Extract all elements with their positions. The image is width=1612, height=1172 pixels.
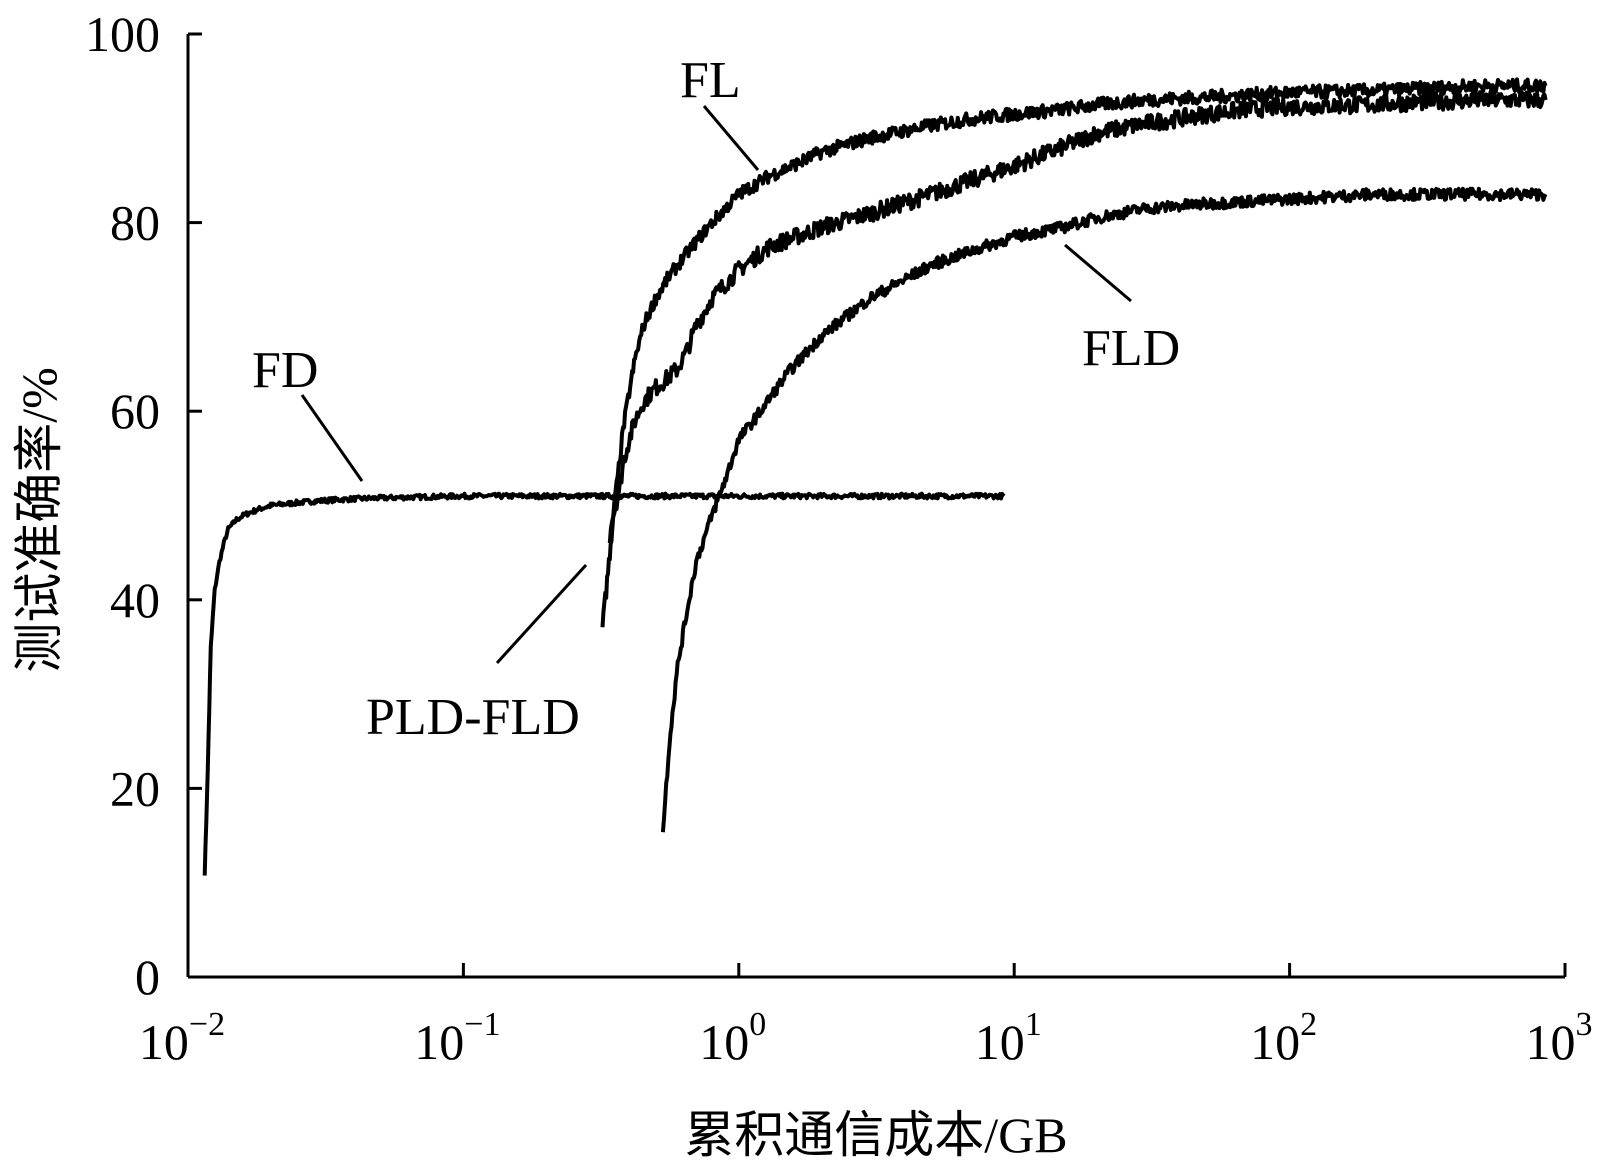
series-label-fd: FD	[252, 342, 318, 399]
leader-line-pld-fld	[495, 563, 588, 665]
series-line-pld-fld	[600, 89, 1548, 628]
leader-line-fd	[300, 394, 364, 482]
y-tick-label: 80	[110, 195, 160, 251]
y-axis-title: 测试准确率/%	[11, 367, 67, 673]
series-line-fld	[660, 186, 1548, 833]
series-label-pld-fld: PLD-FLD	[366, 689, 580, 746]
x-axis-title: 累积通信成本/GB	[684, 1107, 1067, 1163]
y-tick-label: 100	[85, 6, 160, 62]
series-line-fl	[607, 77, 1548, 544]
leader-line-fld	[1064, 243, 1132, 303]
label-leaders	[300, 105, 1132, 665]
series-label-fl: FL	[680, 52, 741, 109]
y-tick-label: 40	[110, 572, 160, 628]
y-ticks: 0 20 40 60 80 100	[85, 6, 202, 1005]
x-ticks: 10−2 10−1 100 101 102 103	[139, 963, 1593, 1070]
x-tick-label: 101	[975, 1006, 1042, 1070]
y-tick-label: 0	[135, 949, 160, 1005]
x-tick-label: 10−1	[414, 1006, 500, 1070]
x-tick-label: 103	[1526, 1006, 1593, 1070]
y-tick-label: 60	[110, 383, 160, 439]
series-lines	[202, 77, 1548, 876]
y-tick-label: 20	[110, 760, 160, 816]
series-line-fd	[202, 491, 1006, 876]
series-label-fld: FLD	[1082, 320, 1180, 377]
x-tick-label: 10−2	[139, 1006, 225, 1070]
leader-line-fl	[702, 105, 760, 171]
x-tick-label: 102	[1250, 1006, 1317, 1070]
x-tick-label: 100	[699, 1006, 766, 1070]
